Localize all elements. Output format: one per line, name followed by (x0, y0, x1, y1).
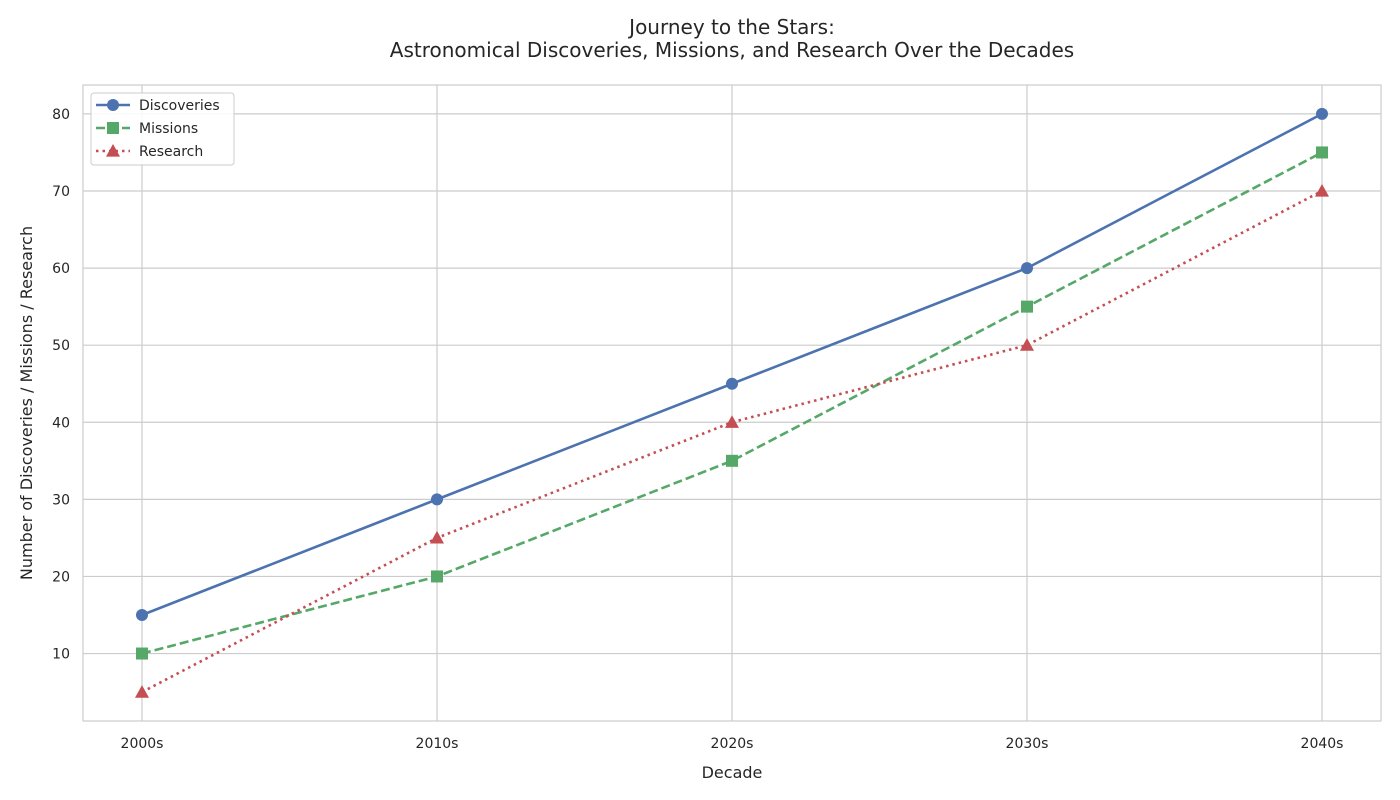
x-axis-ticks: 2000s 2010s 2020s 2030s 2040s (121, 736, 1344, 752)
series-missions (136, 146, 1328, 660)
legend-marker-discoveries (107, 99, 119, 111)
chart-title-line-2: Astronomical Discoveries, Missions, and … (390, 38, 1074, 62)
series-research (135, 184, 1329, 698)
x-tick-label: 2010s (416, 736, 459, 752)
grid (83, 85, 1381, 721)
chart-title-line-1: Journey to the Stars: (627, 15, 835, 39)
y-tick-label: 20 (52, 569, 70, 585)
y-tick-label: 70 (52, 184, 70, 200)
y-tick-label: 30 (52, 492, 70, 508)
x-tick-label: 2020s (711, 736, 754, 752)
legend-label-missions: Missions (139, 121, 198, 137)
y-tick-label: 50 (52, 338, 70, 354)
legend-marker-missions (107, 122, 119, 134)
data-point-missions (1021, 300, 1033, 313)
data-point-discoveries (1316, 107, 1328, 120)
data-point-research (1020, 338, 1034, 351)
data-point-missions (431, 570, 443, 583)
data-point-research (1315, 184, 1329, 197)
data-point-discoveries (1021, 262, 1033, 275)
y-tick-label: 80 (52, 107, 70, 123)
x-axis-label: Decade (702, 763, 763, 782)
y-tick-label: 40 (52, 415, 70, 431)
legend-label-research: Research (139, 144, 203, 160)
data-point-missions (726, 454, 738, 467)
x-tick-label: 2000s (121, 736, 164, 752)
x-tick-label: 2030s (1006, 736, 1049, 752)
series-line-missions (141, 151, 1323, 655)
y-tick-label: 60 (52, 261, 70, 277)
plot-area-frame (82, 84, 1382, 722)
legend-label-discoveries: Discoveries (139, 98, 220, 114)
legend: Discoveries Missions Research (90, 92, 235, 166)
legend-marker-research (106, 144, 120, 157)
series-group (135, 107, 1329, 698)
x-tick-label: 2040s (1301, 736, 1344, 752)
data-point-research (430, 530, 444, 544)
data-point-discoveries (726, 377, 738, 390)
data-point-discoveries (431, 493, 443, 506)
data-point-missions (1316, 146, 1328, 159)
legend-box (90, 92, 235, 166)
y-tick-label: 10 (52, 647, 70, 663)
series-line-research (141, 189, 1323, 694)
data-point-research (135, 685, 149, 698)
data-point-research (725, 415, 739, 428)
data-point-discoveries (136, 609, 148, 621)
y-axis-label: Number of Discoveries / Missions / Resea… (17, 226, 36, 580)
y-axis-ticks: 10 20 30 40 50 60 70 80 (52, 107, 70, 663)
series-discoveries (136, 107, 1328, 621)
data-point-missions (136, 647, 148, 660)
